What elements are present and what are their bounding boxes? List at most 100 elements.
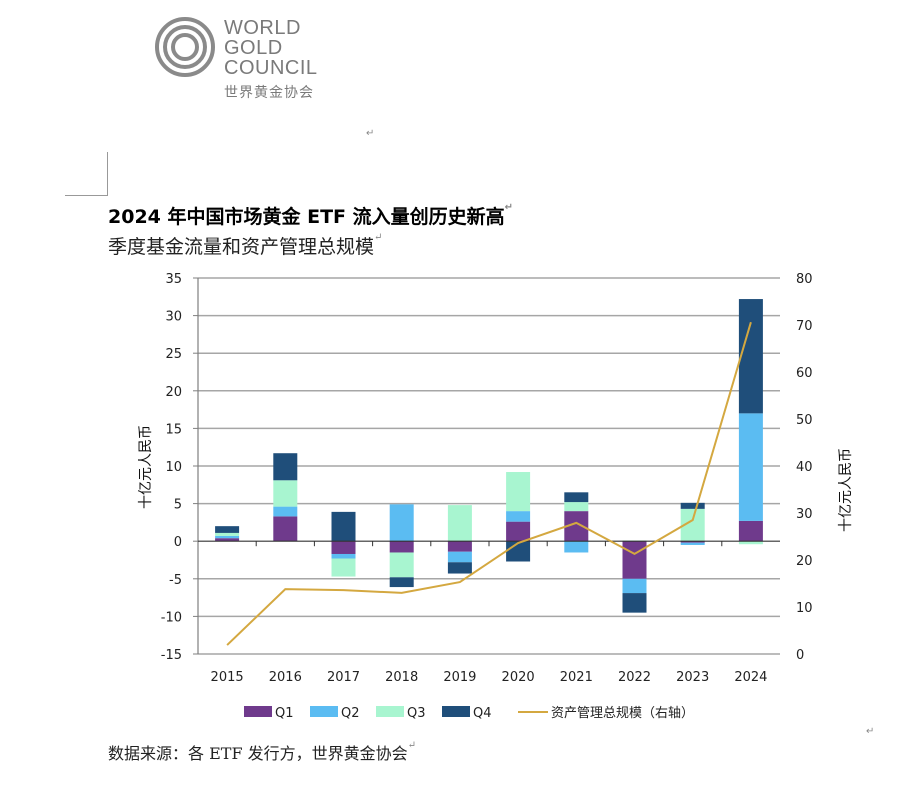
- chart-subtitle: 季度基金流量和资产管理总规模 ↵: [108, 232, 382, 259]
- bar-q1-2018: [389, 541, 414, 553]
- y-tick-label: -15: [161, 648, 182, 663]
- legend-label-q3: Q3: [407, 706, 426, 721]
- aum-line-group: [226, 321, 752, 646]
- subtitle-text: 季度基金流量和资产管理总规模: [108, 236, 375, 258]
- bar-q2-2016: [273, 506, 298, 517]
- logo-line-3: COUNCIL: [224, 57, 318, 79]
- axes: [193, 277, 780, 655]
- bar-q1-2016: [273, 516, 298, 542]
- bar-q3-2015: [215, 532, 240, 536]
- bar-q1-2020: [506, 521, 531, 542]
- paragraph-mark: ↵: [366, 128, 375, 139]
- paragraph-mark: ↵: [407, 740, 417, 751]
- y2-tick-label: 30: [796, 507, 813, 522]
- x-tick-label: 2024: [734, 670, 767, 685]
- y-tick-label: 20: [165, 385, 182, 400]
- bar-q1-2017: [331, 541, 356, 554]
- legend: Q1 Q2 Q3 Q4 资产管理总规模（右轴）: [244, 706, 694, 721]
- logo-line-1: WORLD: [224, 17, 301, 39]
- y-tick-label: 30: [165, 310, 182, 325]
- paragraph-mark: ↵: [504, 202, 514, 213]
- left-axis-ticks: 35 30 25 20 15 10 5 0 -5 -10 -15: [161, 272, 182, 663]
- x-tick-label: 2023: [676, 670, 709, 685]
- y2-tick-label: 40: [796, 460, 813, 475]
- bar-q3-2021: [564, 502, 589, 512]
- world-gold-council-logo: WORLD GOLD COUNCIL 世界黄金协会: [154, 16, 334, 106]
- bar-q2-2021: [564, 541, 589, 553]
- right-axis-title: 十亿元人民币: [838, 448, 854, 532]
- bar-q4-2015: [215, 526, 240, 533]
- bar-q1-2024: [738, 520, 763, 542]
- bar-q2-2017: [331, 553, 356, 559]
- bar-q4-2016: [273, 453, 298, 481]
- bar-q3-2019: [447, 505, 472, 542]
- source-note: 数据来源：各 ETF 发行方，世界黄金协会 ↵: [108, 740, 416, 764]
- bar-q2-2018: [389, 504, 414, 542]
- logo-line-2: GOLD: [224, 37, 283, 59]
- bar-q4-2022: [622, 593, 647, 613]
- crop-mark-horizontal: [65, 195, 108, 196]
- crop-mark-vertical: [107, 152, 108, 195]
- x-tick-label: 2022: [618, 670, 651, 685]
- bar-q2-2023: [680, 542, 705, 545]
- bar-q4-2023: [680, 502, 705, 509]
- legend-label-q1: Q1: [275, 706, 294, 721]
- bar-q2-2020: [506, 511, 531, 522]
- x-tick-label: 2017: [327, 670, 360, 685]
- concentric-rings-icon: [155, 17, 215, 77]
- title-text: 2024 年中国市场黄金 ETF 流入量创历史新高: [108, 206, 505, 228]
- legend-label-aum: 资产管理总规模（右轴）: [551, 706, 694, 721]
- bar-q3-2017: [331, 558, 356, 577]
- y-tick-label: -10: [161, 610, 182, 625]
- logo-chinese-name: 世界黄金协会: [224, 85, 314, 101]
- x-tick-label: 2018: [385, 670, 418, 685]
- right-axis-ticks: 80 70 60 50 40 30 20 10 0: [796, 272, 813, 663]
- x-tick-label: 2016: [269, 670, 302, 685]
- y-tick-label: 35: [165, 272, 182, 287]
- y2-tick-label: 70: [796, 319, 813, 334]
- bar-q3-2018: [389, 552, 414, 578]
- bar-q4-2017: [331, 511, 356, 542]
- source-text: 数据来源：各 ETF 发行方，世界黄金协会: [108, 744, 408, 763]
- y2-tick-label: 0: [796, 648, 804, 663]
- y2-tick-label: 80: [796, 272, 813, 287]
- aum-line: [226, 321, 752, 646]
- paragraph-mark: ↵: [866, 726, 875, 737]
- bar-q2-2022: [622, 578, 647, 594]
- y2-tick-label: 20: [796, 554, 813, 569]
- legend-swatch-q4: [442, 706, 470, 717]
- bar-q3-2016: [273, 480, 298, 507]
- x-axis-ticks: 2015 2016 2017 2018 2019 2020 2021 2022 2023 2024: [211, 670, 768, 685]
- page-title: 2024 年中国市场黄金 ETF 流入量创历史新高 ↵: [108, 202, 513, 229]
- legend-swatch-q1: [244, 706, 272, 717]
- bar-q1-2019: [447, 541, 472, 552]
- bar-q4-2019: [447, 562, 472, 574]
- y-tick-label: 0: [174, 535, 182, 550]
- y2-tick-label: 10: [796, 601, 813, 616]
- bar-q2-2024: [738, 413, 763, 521]
- y-tick-label: 10: [165, 460, 182, 475]
- legend-label-q2: Q2: [341, 706, 360, 721]
- paragraph-mark: ↵: [374, 232, 383, 243]
- bar-q1-2022: [622, 541, 647, 579]
- legend-swatch-q2: [310, 706, 338, 717]
- y-tick-label: 5: [174, 498, 182, 513]
- bar-q4-2024: [738, 299, 763, 414]
- x-tick-label: 2019: [443, 670, 476, 685]
- y-tick-label: 25: [165, 347, 182, 362]
- bar-q2-2019: [447, 551, 472, 563]
- bar-q4-2018: [389, 577, 414, 588]
- y-tick-label: -5: [169, 573, 182, 588]
- bar-q1-2015: [215, 538, 240, 542]
- legend-swatch-q3: [376, 706, 404, 717]
- x-tick-label: 2015: [211, 670, 244, 685]
- logo-wordmark: WORLD GOLD COUNCIL: [224, 18, 318, 78]
- bar-q2-2015: [215, 535, 240, 539]
- left-axis-title: 十亿元人民币: [138, 425, 154, 509]
- y2-tick-label: 60: [796, 366, 813, 381]
- bar-q4-2021: [564, 492, 589, 503]
- x-tick-label: 2020: [502, 670, 535, 685]
- legend-label-q4: Q4: [473, 706, 492, 721]
- y-tick-label: 15: [165, 422, 182, 437]
